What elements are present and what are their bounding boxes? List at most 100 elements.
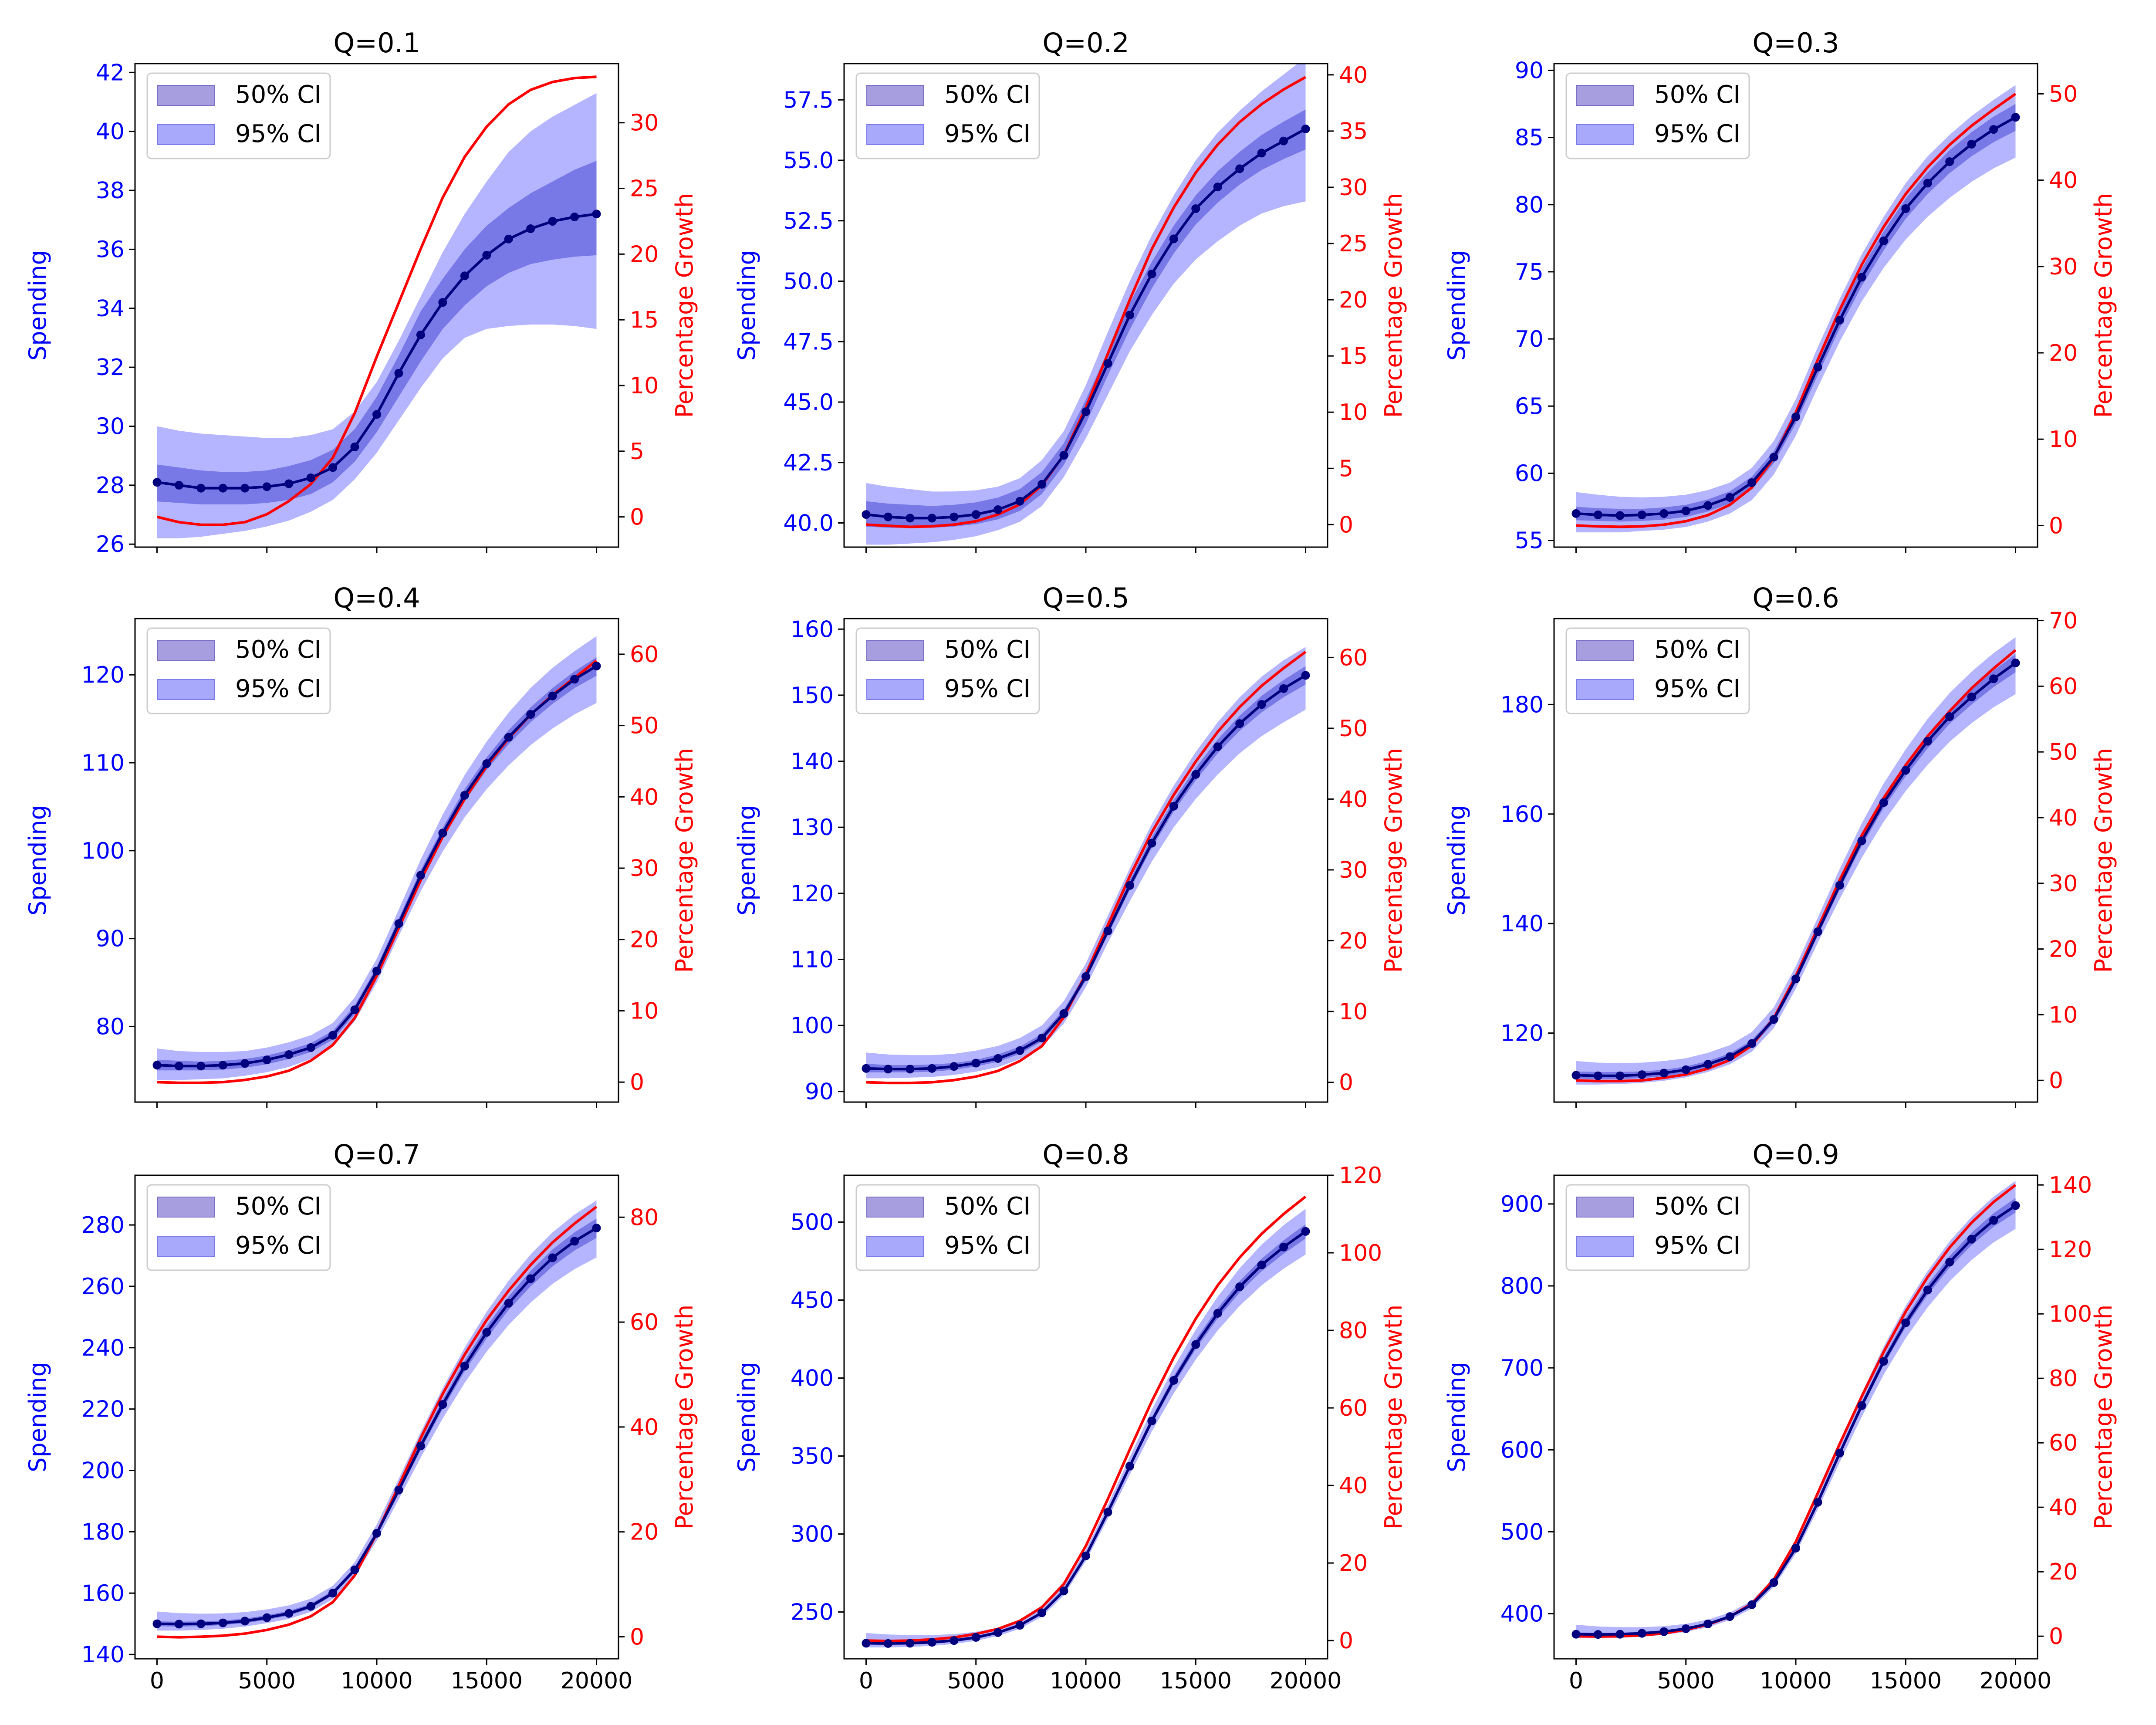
y2-tick-label: 0	[1339, 512, 1353, 538]
mean-spending-point	[883, 512, 892, 521]
mean-spending-point	[1191, 1340, 1200, 1349]
y-axis-label: Spending	[733, 805, 760, 916]
mean-spending-point	[1593, 1071, 1602, 1080]
mean-spending-point	[1923, 179, 1932, 188]
legend-label: 95% CI	[944, 120, 1031, 148]
y-tick-label: 120	[81, 662, 125, 688]
y-tick-label: 150	[791, 683, 834, 709]
y2-tick-label: 40	[2049, 168, 2078, 194]
mean-spending-point	[1191, 770, 1200, 779]
mean-spending-point	[1681, 506, 1690, 515]
mean-spending-point	[1147, 1417, 1156, 1425]
y-tick-label: 40.0	[783, 511, 834, 537]
y2-axis-label: Percentage Growth	[1380, 1305, 1407, 1529]
mean-spending-point	[570, 675, 579, 684]
mean-spending-point	[416, 330, 425, 339]
plot-area	[1571, 1180, 2020, 1639]
mean-spending-point	[152, 478, 162, 487]
legend-swatch-95	[866, 679, 924, 700]
y-tick-label: 110	[81, 750, 125, 776]
mean-spending-point	[1571, 509, 1581, 518]
y2-tick-label: 100	[2049, 1301, 2092, 1327]
panel-title: Q=0.3	[1752, 27, 1839, 59]
mean-spending-point	[504, 234, 513, 244]
mean-spending-point	[927, 514, 936, 523]
mean-spending-point	[548, 691, 557, 700]
mean-spending-point	[460, 271, 469, 281]
mean-spending-point	[1681, 1624, 1690, 1633]
y-tick-label: 85	[1515, 125, 1544, 151]
y2-tick-label: 40	[1339, 1473, 1368, 1499]
y2-tick-label: 0	[1339, 1628, 1353, 1654]
y2-tick-label: 30	[1339, 175, 1368, 201]
y-tick-label: 80	[1515, 192, 1544, 218]
legend-label: 50% CI	[1654, 81, 1740, 109]
y-tick-label: 100	[81, 838, 125, 864]
y-tick-label: 42	[96, 60, 125, 86]
mean-spending-point	[1901, 1318, 1910, 1327]
x-tick-label: 0	[1569, 1668, 1583, 1694]
mean-spending-point	[438, 829, 447, 838]
mean-spending-point	[504, 1299, 513, 1308]
mean-spending-point	[994, 1054, 1003, 1063]
y2-tick-label: 50	[630, 713, 659, 739]
mean-spending-point	[1213, 183, 1222, 192]
ci-95-band	[1576, 85, 2016, 533]
y-tick-label: 140	[81, 1642, 125, 1668]
y-tick-label: 500	[791, 1209, 834, 1235]
mean-spending-point	[350, 1565, 359, 1574]
panel-title: Q=0.4	[333, 582, 420, 614]
y2-tick-label: 30	[2049, 871, 2078, 897]
mean-spending-point	[1901, 204, 1910, 213]
mean-spending-point	[152, 1619, 162, 1628]
y-tick-label: 80	[96, 1014, 125, 1040]
mean-spending-point	[284, 1050, 294, 1059]
y2-tick-label: 20	[630, 927, 659, 953]
y-tick-label: 160	[791, 616, 834, 643]
y-axis-label: Spending	[1443, 805, 1470, 916]
mean-spending-point	[1659, 1627, 1669, 1636]
mean-spending-point	[592, 1224, 601, 1233]
mean-spending-point	[1835, 1448, 1844, 1458]
chart-panel: 40.0 42.5 45.0 47.5 50.0 52.5 55.0 57.5 0 5 10 15 20…	[733, 27, 1407, 553]
chart-panel: 80 90 100 110 120 0 10 20 30 40 50 60 Q=0.4 Spending P…	[24, 582, 698, 1108]
mean-spending-point	[1169, 802, 1178, 811]
mean-spending-point	[1703, 1620, 1713, 1628]
y2-tick-label: 0	[2049, 513, 2063, 539]
mean-spending-point	[1615, 511, 1625, 520]
mean-spending-point	[482, 1328, 491, 1337]
mean-spending-point	[1147, 269, 1156, 278]
mean-spending-point	[526, 224, 535, 233]
y-tick-label: 55.0	[783, 148, 834, 174]
y2-tick-label: 0	[1339, 1069, 1353, 1096]
y2-tick-label: 10	[1339, 999, 1368, 1025]
y-tick-label: 36	[96, 237, 125, 263]
plot-area	[152, 1200, 601, 1639]
y-tick-label: 400	[1500, 1601, 1544, 1627]
legend-label: 95% CI	[235, 120, 321, 148]
mean-spending-point	[548, 217, 557, 226]
mean-spending-point	[1769, 1578, 1778, 1587]
mean-spending-point	[328, 463, 338, 472]
y2-tick-label: 60	[2049, 673, 2078, 700]
ci-95-band	[866, 1209, 1306, 1647]
y-tick-label: 40	[96, 119, 125, 145]
y-axis-label: Spending	[733, 1362, 760, 1472]
y-axis-label: Spending	[24, 1362, 51, 1472]
mean-spending-point	[438, 298, 447, 307]
mean-spending-point	[1235, 719, 1244, 728]
y2-tick-label: 0	[630, 1069, 644, 1096]
mean-spending-point	[906, 1639, 915, 1648]
y-tick-label: 55	[1515, 528, 1544, 554]
legend-swatch-95	[1576, 124, 1634, 145]
mean-spending-point	[1015, 497, 1024, 506]
mean-spending-point	[1257, 149, 1266, 158]
mean-spending-point	[1213, 742, 1222, 751]
mean-spending-point	[1637, 1070, 1646, 1079]
mean-spending-point	[1301, 124, 1310, 133]
mean-spending-point	[1703, 501, 1713, 510]
legend: 50% CI 95% CI	[855, 1184, 1040, 1271]
mean-spending-point	[1059, 1586, 1068, 1596]
mean-spending-point	[1747, 1600, 1757, 1609]
